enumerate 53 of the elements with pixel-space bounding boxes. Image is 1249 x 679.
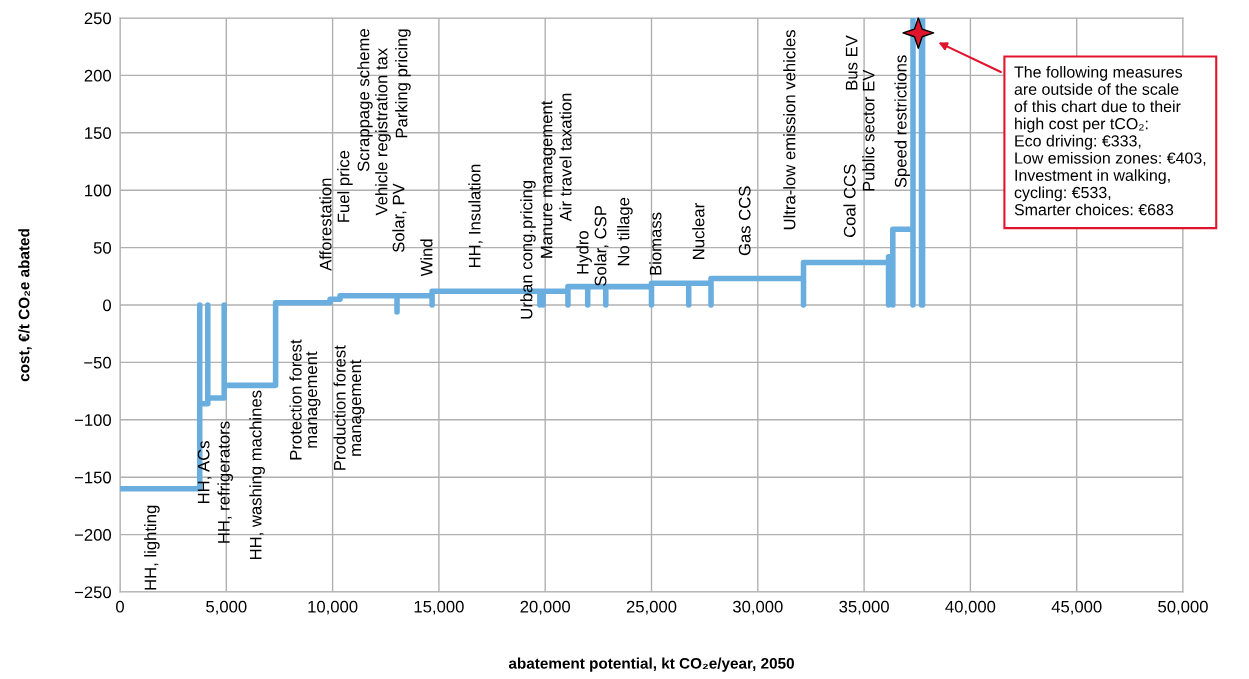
x-tick-label: 30,000	[732, 600, 783, 615]
annotation: Vehicle registration tax	[375, 48, 391, 216]
x-tick-label: 40,000	[945, 600, 996, 615]
annotation: Urban cong.pricing	[520, 180, 536, 319]
y-axis-title: cost, €/t CO₂e abated	[18, 229, 32, 382]
annotation: Air travel taxation	[559, 93, 572, 222]
annotation: HH, washing machines	[249, 390, 265, 560]
annotation: Production forest management	[333, 345, 365, 470]
x-tick-label: 45,000	[1051, 600, 1102, 615]
x-tick-label: 0	[116, 600, 124, 613]
y-tick-label: −250	[74, 586, 112, 599]
annotation: Nuclear	[692, 203, 705, 259]
x-tick-label: 5,000	[206, 600, 247, 615]
y-tick-label: −100	[74, 414, 112, 426]
annotation: Protection forest management	[289, 339, 321, 460]
y-tick-label: 200	[84, 69, 112, 82]
annotation: Fuel price	[337, 150, 353, 222]
y-tick-label: −150	[74, 471, 112, 484]
x-tick-label: 50,000	[1158, 600, 1208, 615]
x-tick-label: 15,000	[414, 600, 464, 615]
x-tick-label: 35,000	[839, 600, 889, 615]
annotation: Biomass	[649, 212, 662, 275]
x-tick-label: 10,000	[308, 600, 358, 615]
annotation: Parking pricing	[395, 29, 411, 138]
y-tick-label: −200	[74, 529, 112, 541]
annotation: Ultra-low emission vehicles	[783, 30, 796, 230]
annotation: Coal CCS	[843, 164, 856, 238]
annotation: Wind	[420, 239, 433, 277]
x-axis-title: abatement potential, kt CO₂e/year, 2050	[508, 657, 794, 672]
annotation: Gas CCS	[738, 186, 751, 256]
annotation: Hydro	[576, 231, 592, 274]
annotation: Solar, PV	[392, 183, 407, 253]
annotation: Public sector EV	[862, 69, 875, 191]
y-tick-label: 0	[103, 299, 112, 312]
annotation: HH, Insulation	[468, 164, 483, 268]
y-tick-label: 100	[85, 184, 112, 197]
annotation: Manure management	[540, 100, 556, 258]
y-tick-label: 150	[85, 127, 112, 139]
x-tick-label: 20,000	[520, 600, 571, 615]
annotation: Solar, CSP	[594, 206, 609, 286]
annotation: Bus EV	[845, 35, 858, 90]
x-tick-label: 25,000	[626, 600, 677, 615]
y-tick-label: 50	[93, 242, 112, 254]
text: The following measures are outside of the scale of this chart due to their high cost per tCO₂: Eco driving: €333, Low emission zones: €403, Investment in walking, cycling: €533, Smarter choices: €683	[1014, 66, 1206, 216]
annotation: Speed restrictions	[894, 55, 910, 188]
annotation: HH, ACs	[197, 441, 212, 503]
annotation: No tillage	[617, 197, 633, 266]
annotation: Scrappage scheme	[357, 29, 373, 172]
annotation: HH, refrigerators	[217, 421, 234, 543]
annotation: HH, lighting	[144, 505, 160, 590]
y-tick-label: −50	[84, 356, 112, 369]
y-tick-label: 250	[84, 12, 112, 25]
annotation: Afforestation	[319, 178, 332, 271]
